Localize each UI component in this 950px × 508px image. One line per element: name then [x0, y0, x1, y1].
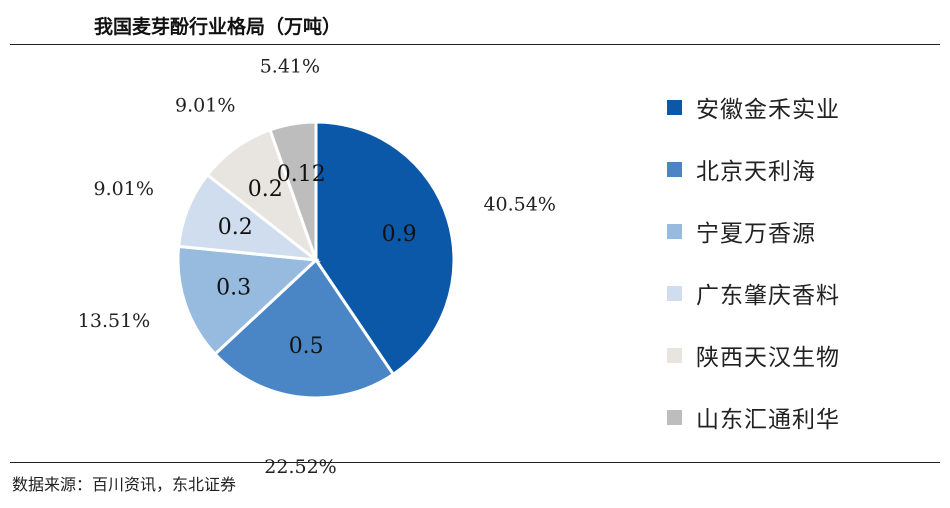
slice-value-label: 0.2 — [218, 215, 253, 240]
legend-label: 北京天利海 — [696, 159, 816, 185]
legend-label: 广东肇庆香料 — [696, 283, 840, 309]
legend-item: 宁夏万香源 — [667, 200, 840, 262]
legend-item: 广东肇庆香料 — [667, 262, 840, 324]
top-divider — [10, 44, 940, 45]
legend-swatch — [667, 285, 682, 301]
legend-item: 陕西天汉生物 — [667, 324, 840, 386]
pie-slice — [314, 120, 456, 377]
bottom-divider — [10, 462, 940, 463]
slice-percent-label: 22.52% — [264, 456, 336, 478]
data-source-note: 数据来源：百川资讯，东北证券 — [12, 475, 237, 494]
pie-value-labels: 0.90.50.30.20.20.12 — [216, 162, 417, 359]
legend-item: 山东汇通利华 — [667, 386, 840, 448]
legend-swatch — [667, 223, 682, 239]
chart-title: 我国麦芽酚行业格局（万吨） — [94, 16, 342, 38]
pie-slice — [268, 120, 318, 261]
pie-slice — [212, 257, 396, 400]
chart-legend: 安徽金禾实业 北京天利海宁夏万香源广东肇庆香料 陕西天汉生物 山东汇通利华 — [667, 76, 840, 448]
legend-swatch — [667, 409, 682, 425]
legend-label: 安徽金禾实业 — [696, 97, 840, 123]
slice-value-label: 0.12 — [277, 162, 326, 187]
slice-percent-label: 9.01% — [94, 178, 154, 200]
pie-percent-labels: 40.54% 22.52% 13.51% 9.01% 9.01% 5.41% — [78, 56, 556, 478]
pie-slice — [176, 244, 320, 357]
slice-value-label: 0.5 — [289, 334, 324, 359]
slice-value-label: 0.2 — [248, 177, 283, 202]
slice-percent-label: 40.54% — [483, 193, 555, 215]
legend-label: 山东汇通利华 — [696, 407, 840, 433]
slice-value-label: 0.3 — [216, 275, 251, 300]
legend-swatch — [667, 347, 682, 363]
slice-value-label: 0.9 — [382, 222, 417, 247]
slice-percent-label: 9.01% — [175, 95, 235, 117]
pie-slices — [176, 120, 456, 400]
slice-percent-label: 13.51% — [78, 310, 150, 332]
legend-label: 陕西天汉生物 — [696, 345, 840, 371]
legend-swatch — [667, 99, 682, 115]
legend-item: 安徽金禾实业 — [667, 76, 840, 138]
legend-label: 宁夏万香源 — [696, 221, 816, 247]
legend-swatch — [667, 161, 682, 177]
legend-item: 北京天利海 — [667, 138, 840, 200]
slice-percent-label: 5.41% — [260, 56, 320, 78]
